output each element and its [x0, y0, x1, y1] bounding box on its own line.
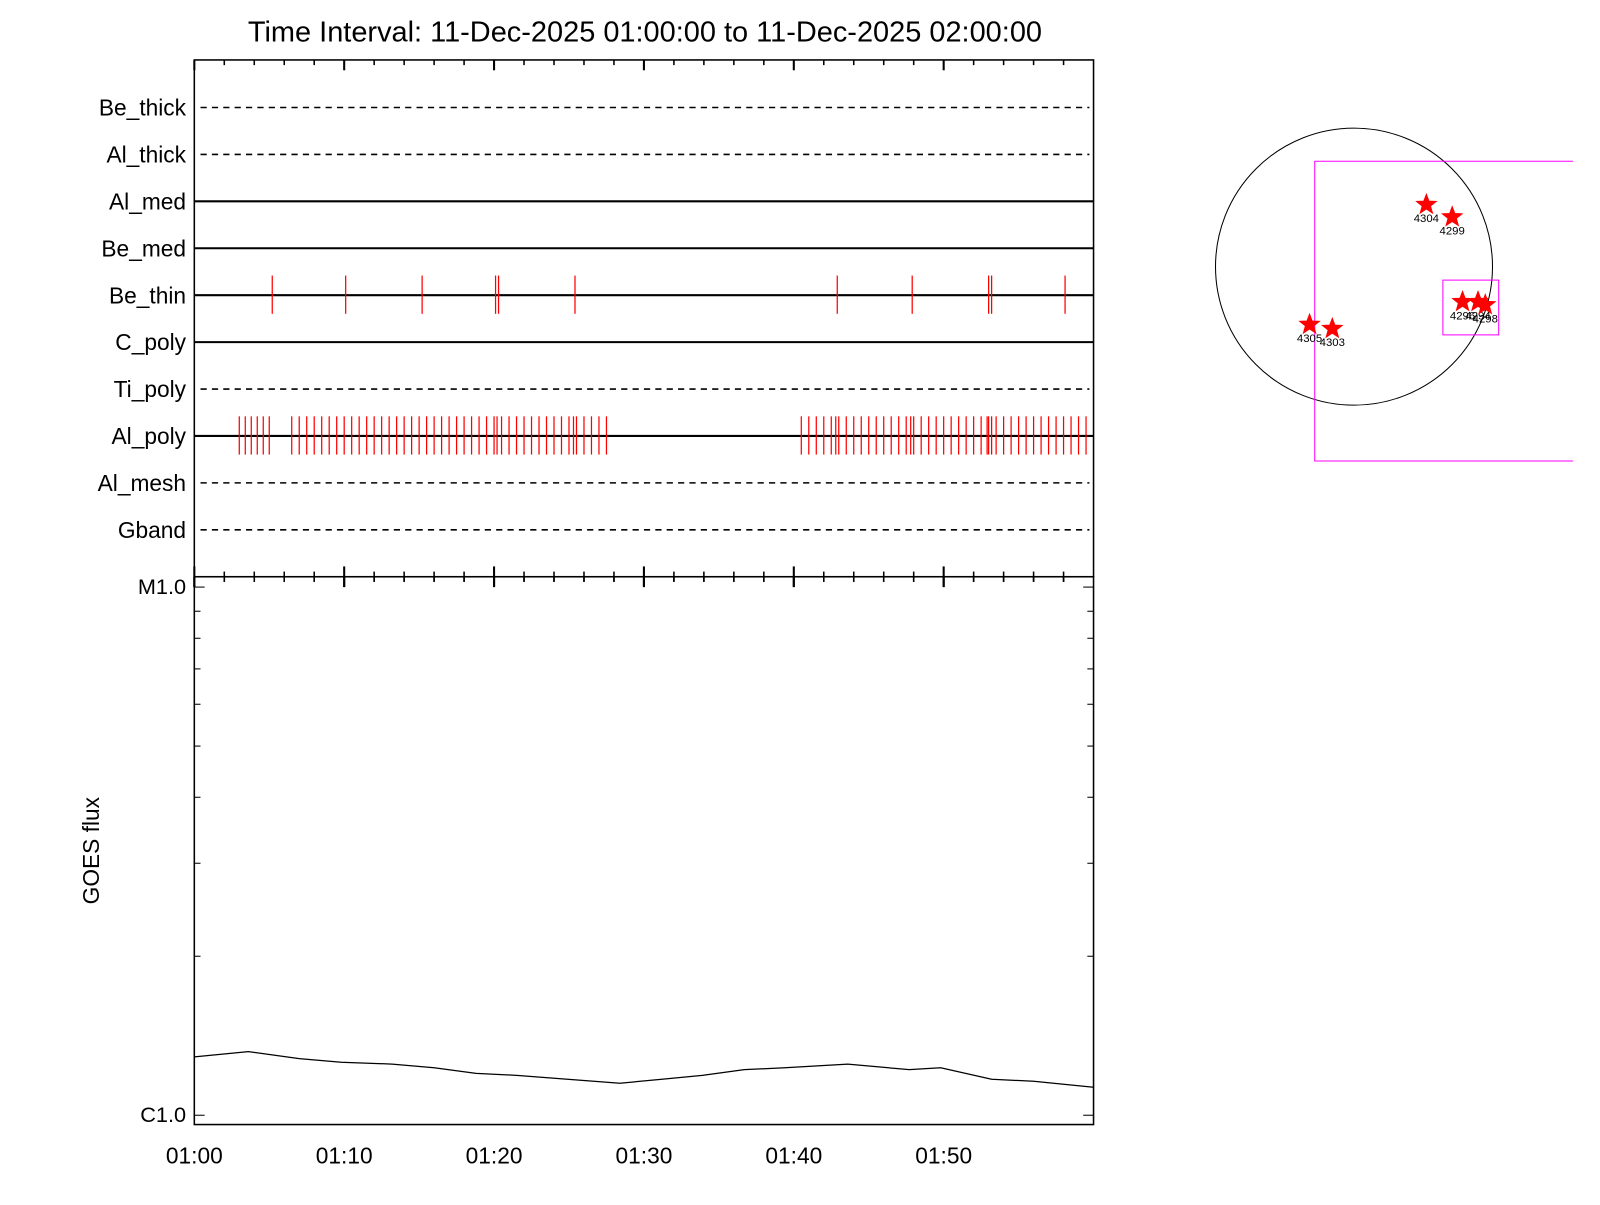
x-tick-label: 01:50	[915, 1143, 972, 1169]
filter-label: Al_poly	[112, 423, 187, 449]
filter-label: Al_med	[109, 188, 186, 214]
x-tick-label: 01:30	[615, 1143, 672, 1169]
chart-title: Time Interval: 11-Dec-2025 01:00:00 to 1…	[248, 17, 1042, 49]
region-marker	[1451, 290, 1474, 312]
region-marker	[1321, 316, 1344, 339]
filter-label: Gband	[118, 517, 186, 543]
region-marker	[1415, 192, 1438, 215]
region-marker	[1440, 205, 1464, 227]
x-tick-label: 01:40	[765, 1143, 822, 1169]
region-label: 4305	[1297, 333, 1322, 345]
region-label: 4304	[1414, 213, 1439, 225]
filter-label: Al_mesh	[98, 470, 186, 496]
region-label: 4299	[1440, 226, 1465, 238]
filter-label: Al_thick	[106, 141, 186, 167]
y-tick-label: C1.0	[140, 1102, 186, 1127]
filter-label: Be_med	[101, 235, 186, 261]
filter-label: C_poly	[115, 329, 186, 355]
filter-label: Be_thick	[99, 95, 187, 121]
x-tick-label: 01:00	[166, 1143, 223, 1169]
region-marker	[1298, 312, 1321, 335]
region-label: 4303	[1320, 337, 1345, 349]
filter-label: Be_thin	[109, 282, 186, 308]
x-tick-label: 01:10	[316, 1143, 373, 1169]
goes-flux-line	[194, 1050, 1094, 1088]
y-axis-label: GOES flux	[78, 796, 104, 904]
region-label: 4294	[1465, 310, 1490, 322]
solar-disk	[1214, 127, 1494, 406]
y-tick-label: M1.0	[138, 574, 186, 599]
region-label: 4296	[1450, 310, 1475, 322]
x-tick-label: 01:20	[466, 1143, 523, 1169]
field-of-view	[1314, 160, 1574, 462]
zoom-box	[1442, 279, 1500, 336]
filter-label: Ti_poly	[114, 376, 187, 402]
filter-panel-frame	[193, 59, 1095, 578]
region-marker	[1474, 293, 1497, 315]
region-label: 4298	[1473, 313, 1498, 325]
goes-panel-frame	[193, 575, 1095, 1126]
